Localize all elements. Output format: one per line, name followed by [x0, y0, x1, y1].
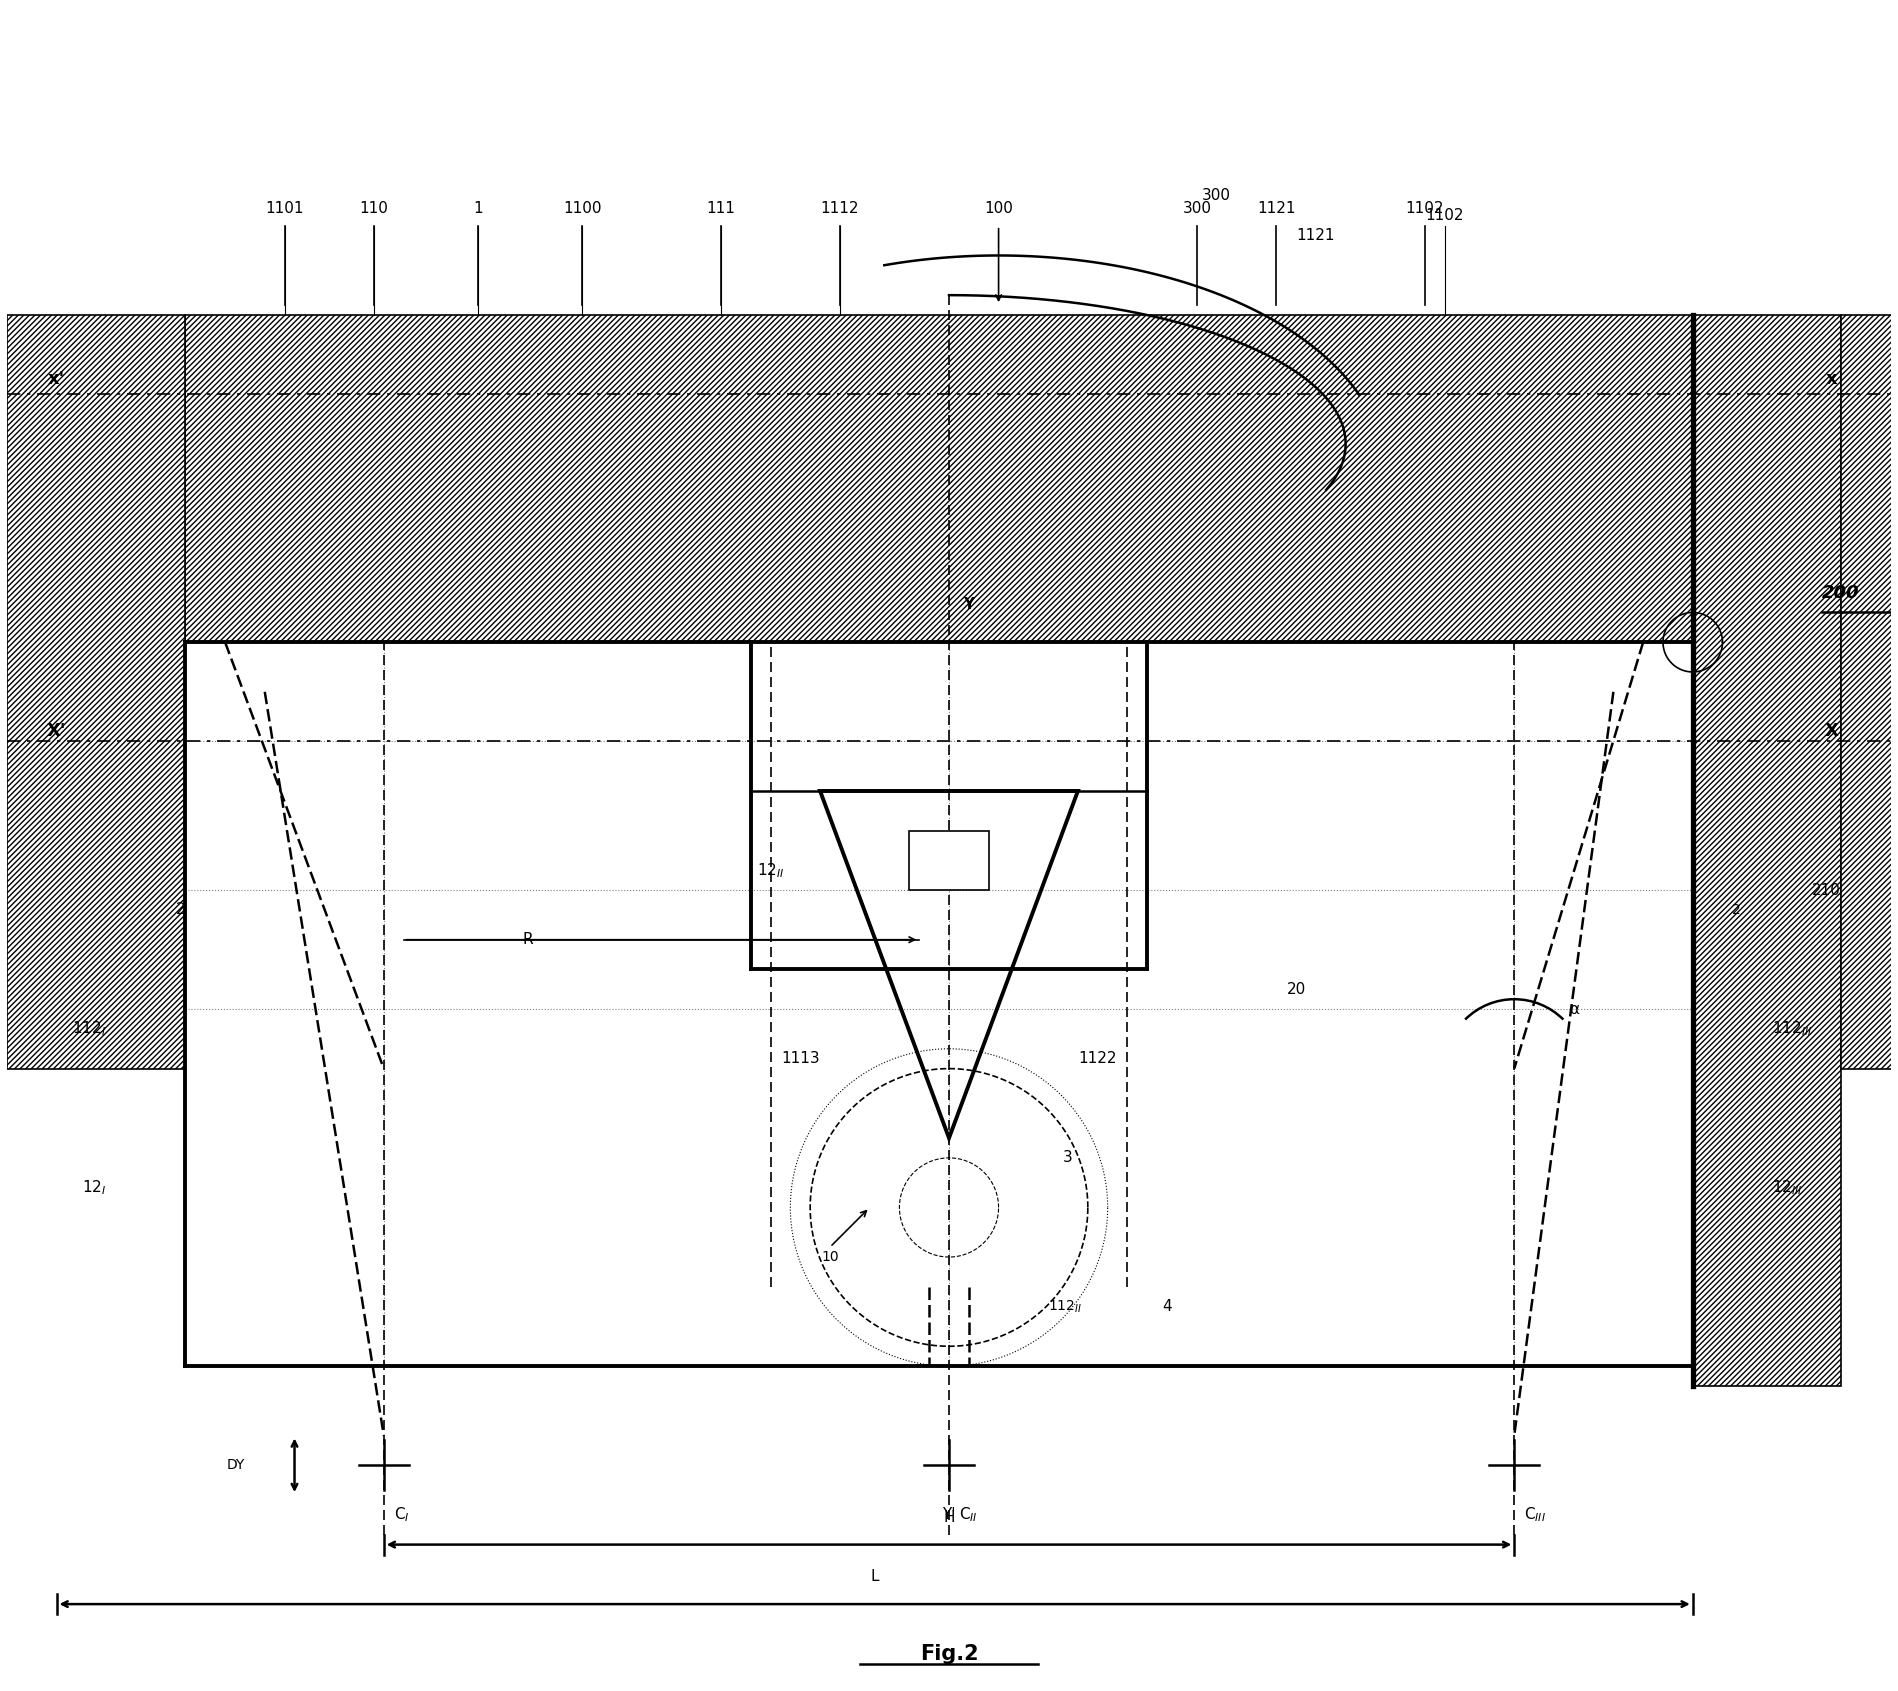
Text: 112$_I$: 112$_I$: [72, 1020, 106, 1038]
Text: 1102: 1102: [1406, 201, 1444, 216]
Text: C$_{III}$: C$_{III}$: [1524, 1505, 1547, 1524]
Text: 20: 20: [1287, 982, 1306, 996]
Text: X': X': [47, 722, 66, 741]
Text: 3: 3: [1063, 1150, 1072, 1165]
Bar: [1693, 315, 1841, 1387]
Text: 1112: 1112: [820, 201, 860, 216]
Text: H: H: [943, 1510, 955, 1525]
Text: 1113: 1113: [780, 1052, 820, 1067]
Text: 200: 200: [1822, 583, 1860, 602]
Text: 1121: 1121: [1256, 201, 1296, 216]
Text: Y: Y: [964, 597, 974, 612]
Text: 112$_{III}$: 112$_{III}$: [1773, 1020, 1813, 1038]
Text: 2: 2: [177, 903, 186, 918]
Text: 300: 300: [1182, 201, 1211, 216]
Bar: [1841, 315, 1898, 1069]
Text: 4: 4: [1162, 1299, 1171, 1314]
Text: R: R: [522, 932, 533, 947]
Text: 1100: 1100: [564, 201, 602, 216]
Bar: [909, 830, 989, 889]
Text: x': x': [47, 370, 65, 389]
Text: Y': Y': [941, 1507, 957, 1522]
Text: 12$_{II}$: 12$_{II}$: [757, 861, 784, 879]
Text: 12$_{III}$: 12$_{III}$: [1773, 1179, 1803, 1197]
Text: α: α: [1568, 1001, 1579, 1016]
Text: 210: 210: [1813, 883, 1841, 898]
Text: 110: 110: [359, 201, 389, 216]
Text: 1121: 1121: [1296, 228, 1334, 244]
Text: DY: DY: [226, 1458, 245, 1473]
Text: 100: 100: [985, 201, 1014, 216]
Text: 10: 10: [822, 1250, 839, 1265]
Text: 2: 2: [1733, 903, 1740, 917]
Text: 112$_{II}$: 112$_{II}$: [1048, 1299, 1082, 1316]
Text: 1101: 1101: [266, 201, 304, 216]
Text: 300: 300: [1201, 188, 1232, 203]
Text: 1102: 1102: [1425, 208, 1463, 223]
Text: 111: 111: [706, 201, 735, 216]
Text: 12$_I$: 12$_I$: [82, 1179, 106, 1197]
Text: 1: 1: [473, 201, 482, 216]
Text: L: L: [871, 1569, 879, 1584]
Text: x: x: [1826, 370, 1837, 389]
Bar: [8, 315, 186, 1069]
Bar: [186, 315, 1693, 643]
Text: C$_{II}$: C$_{II}$: [958, 1505, 977, 1524]
Text: 1122: 1122: [1078, 1052, 1118, 1067]
Text: X: X: [1824, 722, 1839, 741]
Text: C$_I$: C$_I$: [393, 1505, 410, 1524]
Text: Fig.2: Fig.2: [921, 1644, 977, 1664]
